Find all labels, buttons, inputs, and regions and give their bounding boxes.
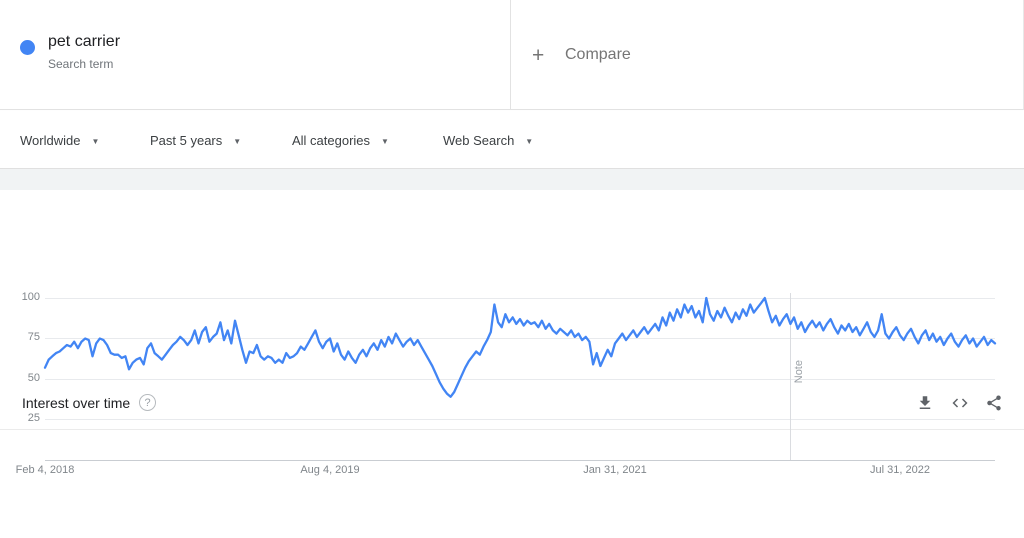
dropdown-arrow-icon: ▼ xyxy=(525,136,534,146)
search-term-title: pet carrier xyxy=(48,33,121,50)
embed-code-icon[interactable] xyxy=(951,394,969,412)
y-tick-label: 75 xyxy=(27,331,40,343)
note-marker-line xyxy=(790,293,791,460)
time-range-filter-label: Past 5 years xyxy=(150,132,223,148)
dropdown-arrow-icon: ▼ xyxy=(233,136,242,146)
filter-bar: Worldwide ▼ Past 5 years ▼ All categorie… xyxy=(0,111,1024,169)
y-tick-label: 100 xyxy=(21,291,40,303)
panel-header-divider xyxy=(0,429,1024,430)
plus-icon[interactable]: + xyxy=(532,44,545,67)
y-tick-label: 25 xyxy=(27,412,40,424)
dropdown-arrow-icon: ▼ xyxy=(381,136,389,146)
y-tick-label: 50 xyxy=(27,372,40,384)
search-terms-row: pet carrier Search term + Compare xyxy=(0,0,1024,110)
gridline-100 xyxy=(45,298,995,299)
panel-title: Interest over time xyxy=(22,395,131,411)
search-term-subtitle: Search term xyxy=(48,57,114,71)
share-icon[interactable] xyxy=(985,394,1003,412)
interest-over-time-card: Interest over time ? xyxy=(0,190,1024,538)
category-filter-dropdown[interactable]: All categories ▼ xyxy=(292,111,389,169)
card-divider xyxy=(510,0,511,110)
x-axis-line xyxy=(45,460,995,461)
gridline-25 xyxy=(45,419,995,420)
trend-line xyxy=(43,296,997,398)
time-range-filter-dropdown[interactable]: Past 5 years ▼ xyxy=(150,111,241,169)
gridline-50 xyxy=(45,379,995,380)
category-filter-label: All categories xyxy=(292,132,371,148)
help-icon[interactable]: ? xyxy=(139,394,156,411)
geo-filter-label: Worldwide xyxy=(20,132,81,148)
gridline-75 xyxy=(45,338,995,339)
download-icon[interactable] xyxy=(916,394,934,412)
search-type-filter-label: Web Search xyxy=(443,132,515,148)
x-tick-label: Aug 4, 2019 xyxy=(300,464,360,476)
compare-label[interactable]: Compare xyxy=(565,46,631,63)
x-tick-label: Jan 31, 2021 xyxy=(583,464,647,476)
page-background-gap xyxy=(0,169,1024,190)
series-color-dot-icon xyxy=(20,40,35,55)
dropdown-arrow-icon: ▼ xyxy=(91,136,100,146)
x-tick-label: Jul 31, 2022 xyxy=(870,464,930,476)
x-tick-label: Feb 4, 2018 xyxy=(15,464,75,476)
geo-filter-dropdown[interactable]: Worldwide ▼ xyxy=(20,111,99,169)
search-type-filter-dropdown[interactable]: Web Search ▼ xyxy=(443,111,533,169)
